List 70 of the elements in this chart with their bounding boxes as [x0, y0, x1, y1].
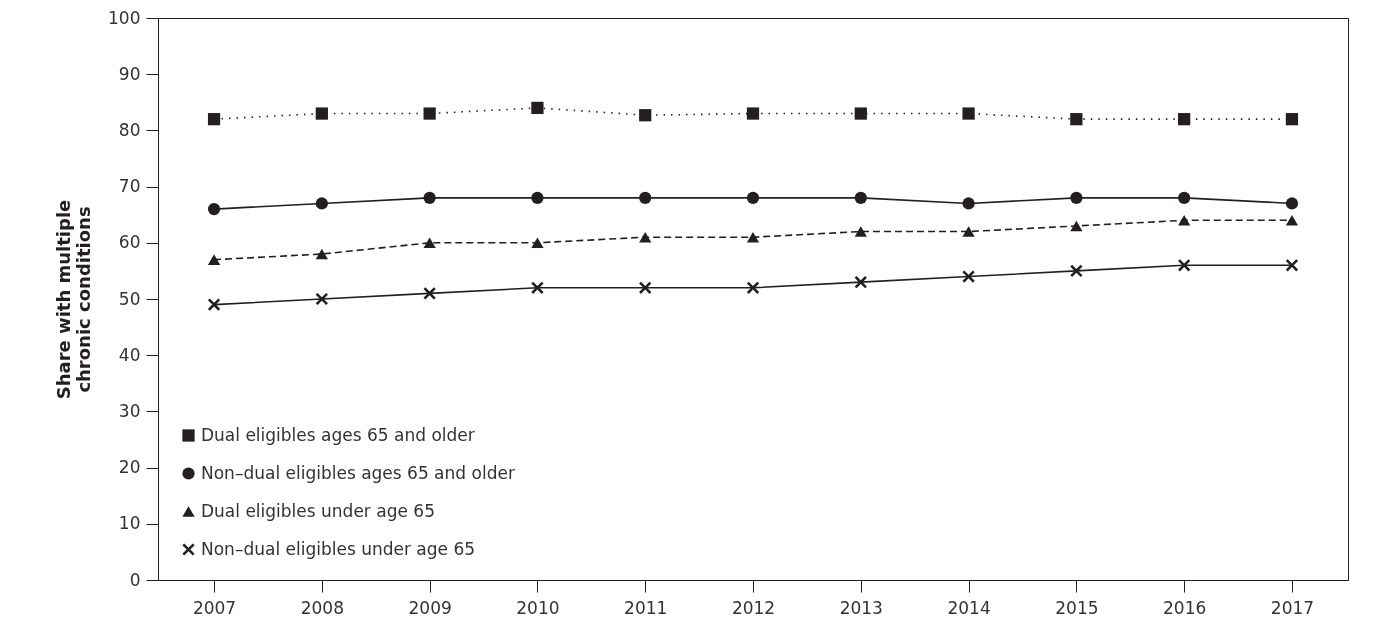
point — [746, 191, 760, 204]
point — [1178, 191, 1191, 204]
y-tick-label: 20 — [118, 457, 141, 478]
y-tick-label: 30 — [118, 400, 141, 421]
y-tick-label: 70 — [118, 176, 141, 197]
point — [1178, 215, 1191, 226]
point — [423, 287, 436, 300]
point — [1285, 259, 1299, 272]
point — [962, 226, 975, 237]
legend-label: Non–dual eligibles ages 65 and older — [201, 462, 515, 483]
y-tick-label: 100 — [108, 7, 141, 28]
point — [315, 292, 328, 306]
point — [423, 191, 436, 204]
point — [746, 107, 760, 120]
x-tick-label: 2015 — [1055, 597, 1099, 618]
y-axis-title: Share with multiple chronic conditions — [53, 199, 95, 400]
point — [639, 109, 652, 122]
point — [1178, 259, 1191, 272]
point — [423, 107, 436, 120]
point — [531, 281, 544, 294]
point — [854, 276, 867, 289]
point — [423, 237, 436, 249]
x-tick-label: 2012 — [731, 597, 776, 618]
point — [1285, 113, 1299, 126]
x-tick-label: 2009 — [408, 597, 452, 618]
y-tick-label: 50 — [118, 288, 141, 309]
x-tick-label: 2014 — [947, 597, 991, 618]
x-tick-label: 2007 — [192, 597, 237, 618]
point — [207, 113, 221, 126]
point — [1070, 113, 1083, 126]
y-tick-label: 40 — [118, 344, 141, 365]
point — [207, 202, 221, 216]
point — [207, 254, 221, 265]
y-tick-label: 60 — [118, 232, 141, 253]
point — [531, 191, 544, 204]
legend-label: Dual eligibles under age 65 — [201, 500, 435, 521]
point — [639, 191, 652, 204]
point — [315, 197, 328, 210]
legend-label: Non–dual eligibles under age 65 — [201, 538, 476, 559]
y-tick-label: 80 — [118, 119, 141, 140]
point — [854, 107, 867, 120]
point — [639, 281, 652, 294]
point — [1070, 220, 1083, 232]
point — [639, 231, 652, 243]
point — [962, 107, 975, 120]
point — [854, 191, 867, 204]
y-tick-label: 10 — [118, 513, 141, 534]
x-tick-label: 2010 — [516, 597, 560, 618]
point — [315, 248, 328, 260]
legend-label: Dual eligibles ages 65 and older — [201, 424, 475, 445]
point — [1285, 197, 1299, 210]
x-tick-label: 2011 — [624, 597, 668, 618]
point — [746, 231, 760, 243]
point — [531, 101, 544, 115]
point — [962, 197, 975, 210]
point — [1285, 215, 1299, 226]
point — [746, 281, 760, 294]
point — [1070, 191, 1083, 204]
x-tick-label: 2008 — [300, 597, 344, 618]
point — [854, 226, 867, 237]
point — [207, 298, 221, 311]
y-tick-label: 0 — [129, 569, 141, 590]
point — [1178, 113, 1191, 126]
point — [1070, 264, 1083, 278]
point — [531, 237, 544, 249]
x-tick-label: 2017 — [1270, 597, 1315, 618]
y-tick-label: 90 — [118, 63, 141, 84]
point — [315, 107, 328, 120]
x-tick-label: 2016 — [1163, 597, 1207, 618]
x-tick-label: 2013 — [839, 597, 883, 618]
